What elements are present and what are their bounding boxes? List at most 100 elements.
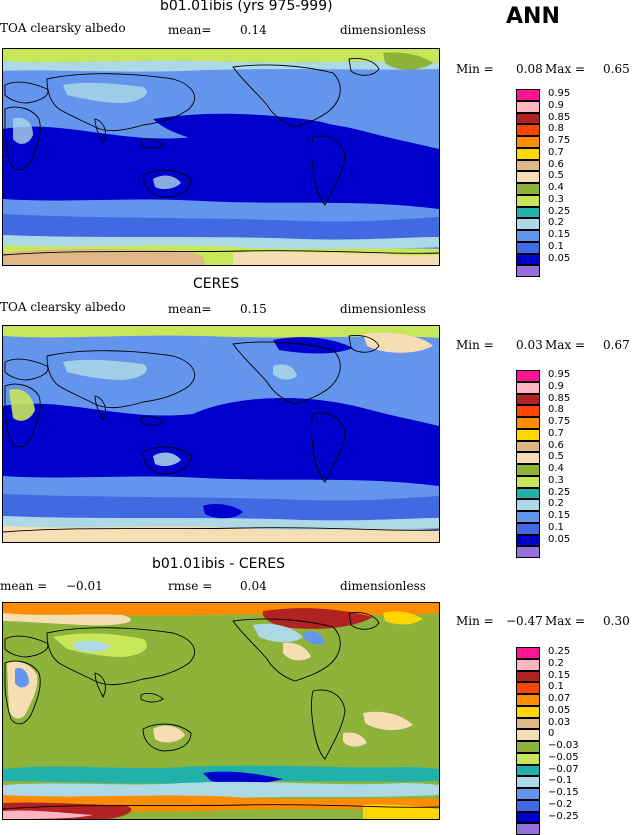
legend-label: −0.03 bbox=[548, 740, 579, 751]
legend-label: 0.07 bbox=[548, 693, 571, 704]
legend-swatch bbox=[516, 658, 540, 671]
legend-swatch bbox=[516, 499, 540, 511]
season-label: ANN bbox=[506, 4, 560, 29]
variable-label: TOA clearsky albedo bbox=[0, 300, 126, 314]
legend-swatch bbox=[516, 788, 540, 800]
legend-label: 0.2 bbox=[548, 657, 564, 669]
min-label: Min = bbox=[456, 62, 494, 76]
legend-swatch bbox=[516, 218, 540, 230]
legend-swatch bbox=[516, 452, 540, 464]
legend-swatch bbox=[516, 823, 540, 835]
legend-swatch bbox=[516, 811, 540, 824]
legend-swatch bbox=[516, 741, 540, 753]
legend-label: 0.1 bbox=[548, 240, 564, 252]
max-label: Max = bbox=[545, 338, 586, 352]
legend-label: 0.5 bbox=[548, 170, 564, 182]
legend-label: 0.2 bbox=[548, 498, 564, 510]
mean-label: mean = bbox=[0, 579, 48, 593]
legend-swatch bbox=[516, 511, 540, 523]
min-label: Min = bbox=[456, 614, 494, 628]
rmse-value: 0.04 bbox=[240, 579, 267, 593]
mean-value: −0.01 bbox=[66, 579, 103, 593]
mean-label: mean= bbox=[168, 23, 212, 37]
legend-label: 0.75 bbox=[548, 135, 571, 146]
legend-label: 0.8 bbox=[548, 123, 564, 135]
legend-label: 0.05 bbox=[548, 252, 571, 264]
legend-swatch bbox=[516, 428, 540, 441]
legend-label: 0.8 bbox=[548, 404, 564, 416]
legend-swatch bbox=[516, 752, 540, 765]
min-value: −0.47 bbox=[506, 614, 543, 628]
legend-swatch bbox=[516, 136, 540, 148]
legend-label: 0.95 bbox=[548, 88, 571, 99]
legend-swatch bbox=[516, 522, 540, 535]
max-value: 0.65 bbox=[603, 62, 630, 76]
legend-swatch bbox=[516, 799, 540, 812]
legend-label: 0.4 bbox=[548, 182, 564, 193]
legend-label: −0.05 bbox=[548, 751, 579, 763]
legend-swatch bbox=[516, 487, 540, 500]
min-label: Min = bbox=[456, 338, 494, 352]
legend-label: 0.1 bbox=[548, 521, 564, 533]
legend-swatch bbox=[516, 159, 540, 172]
legend-label: 0.2 bbox=[548, 217, 564, 229]
legend-label: 0.6 bbox=[548, 439, 564, 451]
legend-swatch bbox=[516, 124, 540, 136]
max-label: Max = bbox=[545, 614, 586, 628]
legend-label: 0.15 bbox=[548, 229, 571, 240]
mean-label: mean= bbox=[168, 302, 212, 316]
legend-swatch bbox=[516, 694, 540, 706]
legend-swatch bbox=[516, 729, 540, 741]
units-label: dimensionless bbox=[340, 23, 426, 37]
legend-swatch bbox=[516, 230, 540, 242]
max-value: 0.30 bbox=[603, 614, 630, 628]
legend-swatch bbox=[516, 370, 540, 382]
legend-swatch bbox=[516, 89, 540, 101]
legend-label: 0.95 bbox=[548, 369, 571, 380]
panel-title: b01.01ibis (yrs 975-999) bbox=[160, 0, 333, 14]
legend-label: 0.25 bbox=[548, 646, 571, 657]
legend-swatch bbox=[516, 100, 540, 113]
legend-label: 0.7 bbox=[548, 427, 564, 439]
panel-title: CERES bbox=[193, 276, 240, 292]
legend-label: 0.25 bbox=[548, 205, 571, 217]
legend-swatch bbox=[516, 475, 540, 488]
legend-label: 0.05 bbox=[548, 533, 571, 545]
legend-swatch bbox=[516, 194, 540, 207]
legend-label: 0.75 bbox=[548, 416, 571, 427]
legend-label: 0 bbox=[548, 728, 555, 740]
legend-label: 0.9 bbox=[548, 99, 564, 111]
rmse-label: rmse = bbox=[168, 579, 213, 593]
legend-label: −0.2 bbox=[548, 798, 573, 810]
legend-label: −0.25 bbox=[548, 810, 579, 822]
variable-label: TOA clearsky albedo bbox=[0, 21, 126, 35]
legend-label: 0.03 bbox=[548, 716, 571, 728]
map-diff bbox=[2, 602, 440, 820]
legend-swatch bbox=[516, 546, 540, 558]
legend-label: 0.5 bbox=[548, 451, 564, 463]
legend-label: 0.85 bbox=[548, 392, 571, 404]
mean-value: 0.14 bbox=[240, 23, 267, 37]
legend-swatch bbox=[516, 241, 540, 254]
legend-label: −0.07 bbox=[548, 763, 579, 775]
legend-label: 0.15 bbox=[548, 669, 571, 681]
units-label: dimensionless bbox=[340, 302, 426, 316]
legend-swatch bbox=[516, 417, 540, 429]
legend-label: 0.1 bbox=[548, 681, 564, 693]
map-obs bbox=[2, 325, 440, 543]
legend-label: 0.25 bbox=[548, 486, 571, 498]
max-value: 0.67 bbox=[603, 338, 630, 352]
mean-value: 0.15 bbox=[240, 302, 267, 316]
legend-swatch bbox=[516, 147, 540, 160]
legend-label: 0.3 bbox=[548, 474, 564, 486]
legend-label: 0.15 bbox=[548, 510, 571, 521]
legend-swatch bbox=[516, 764, 540, 777]
legend-swatch bbox=[516, 717, 540, 730]
units-label: dimensionless bbox=[340, 579, 426, 593]
legend-swatch bbox=[516, 253, 540, 266]
legend-swatch bbox=[516, 776, 540, 788]
legend-swatch bbox=[516, 381, 540, 394]
legend-swatch bbox=[516, 206, 540, 219]
panel-title: b01.01ibis - CERES bbox=[152, 556, 285, 572]
legend-swatch bbox=[516, 534, 540, 547]
